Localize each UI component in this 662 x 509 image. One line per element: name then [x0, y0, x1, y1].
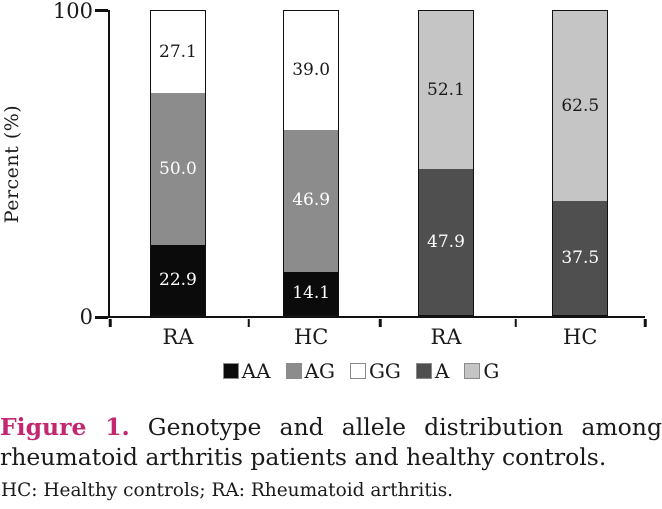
bar-segment-aa: 22.9 [150, 245, 205, 315]
stacked-bar: 22.9 50.0 27.1 [149, 10, 206, 316]
legend-swatch-ag [285, 363, 302, 379]
legend-item-aa: AA [222, 359, 271, 383]
x-tick-mark [108, 318, 112, 327]
bar-segment-a: 47.9 [418, 169, 473, 315]
stacked-bar: 14.1 46.9 39.0 [283, 10, 340, 316]
bar-segment-gg: 27.1 [150, 11, 205, 94]
y-tick-mark-100 [95, 9, 108, 12]
y-tick-label-100: 100 [52, 0, 93, 23]
segment-value-label: 22.9 [159, 269, 197, 290]
x-tick-mark [247, 318, 250, 327]
segment-value-label: 50.0 [159, 158, 197, 179]
legend-label: GG [368, 359, 401, 383]
legend-label: G [483, 359, 500, 383]
stacked-bar-chart: Percent (%) 100 0 22.9 50.0 27.1 RA 14.1 46.9… [1, 0, 647, 349]
y-tick-mark-0 [95, 316, 108, 319]
bar-segment-g: 62.5 [553, 11, 608, 201]
bar-segment-g: 52.1 [418, 11, 473, 170]
figure-footnote: HC: Healthy controls; RA: Rheumatoid art… [1, 480, 454, 501]
legend-item-a: A [415, 359, 450, 383]
legend-label: AA [241, 359, 271, 383]
x-category-label: HC [563, 325, 598, 349]
figure-label: Figure 1. [0, 413, 130, 441]
y-tick-label-0: 0 [79, 305, 93, 329]
bar-segment-gg: 39.0 [284, 11, 339, 130]
segment-value-label: 46.9 [292, 190, 331, 211]
segment-value-label: 37.5 [561, 247, 600, 268]
y-axis-title: Percent (%) [1, 104, 23, 224]
segment-value-label: 14.1 [292, 283, 331, 304]
stacked-bar: 37.5 62.5 [552, 10, 609, 316]
x-tick-mark [643, 318, 647, 327]
x-tick-mark [514, 318, 517, 327]
legend-swatch-g [464, 363, 481, 379]
legend-swatch-a [415, 363, 432, 379]
x-category-label: RA [162, 325, 194, 349]
legend-swatch-aa [222, 363, 239, 379]
legend: AA AG GG A G [30, 361, 662, 381]
bar-segment-ag: 50.0 [150, 93, 205, 246]
figure-caption: Figure 1. Genotype and allele distributi… [0, 413, 662, 472]
plot-area: 22.9 50.0 27.1 RA 14.1 46.9 39.0 HC 47.9 52.1 RA 37… [108, 10, 647, 349]
x-tick-mark [378, 318, 382, 327]
stacked-bar: 47.9 52.1 [417, 10, 474, 316]
legend-label: A [434, 359, 450, 383]
segment-value-label: 39.0 [292, 59, 331, 80]
caption-text: Genotype and allele distribution among r… [0, 413, 662, 471]
segment-value-label: 47.9 [427, 231, 465, 252]
bar-segment-a: 37.5 [553, 201, 608, 315]
legend-item-gg: GG [349, 359, 401, 383]
x-category-label: RA [430, 325, 462, 349]
legend-label: AG [304, 359, 335, 383]
legend-swatch-gg [349, 363, 366, 379]
bar-segment-ag: 46.9 [284, 129, 339, 273]
legend-item-g: G [464, 361, 499, 381]
segment-value-label: 52.1 [427, 79, 465, 100]
segment-value-label: 62.5 [561, 95, 600, 116]
segment-value-label: 27.1 [159, 41, 197, 62]
x-category-label: HC [293, 325, 329, 349]
legend-item-ag: AG [285, 359, 335, 383]
bar-segment-aa: 14.1 [284, 272, 339, 315]
